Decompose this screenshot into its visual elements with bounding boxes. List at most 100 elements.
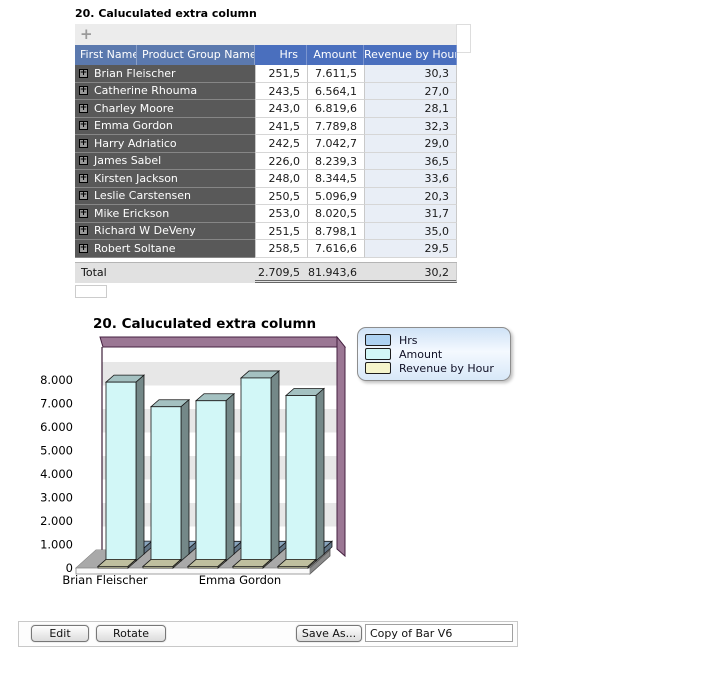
expand-row-icon[interactable]: + [79, 85, 88, 96]
table-row[interactable]: + Emma Gordon 241,5 7.789,8 32,3 [75, 117, 457, 135]
table-toolbar: + [75, 24, 457, 45]
row-name-label: Brian Fleischer [94, 66, 176, 80]
report-title: 20. Caluculated extra column [75, 7, 257, 20]
bar-chart-3d: 0 1.000 2.000 3.000 4.000 5.000 6.000 7.000 8.00… [40, 335, 347, 587]
chart-y-axis-labels: 0 1.000 2.000 3.000 4.000 5.000 6.000 7.000 8.00… [40, 373, 73, 575]
bar-side [315, 387, 325, 562]
expand-row-icon[interactable]: + [79, 242, 88, 253]
row-hrs-cell: 251,5 [255, 65, 307, 83]
legend-swatch [365, 348, 391, 360]
expand-row-icon[interactable]: + [79, 172, 88, 183]
row-hrs-cell: 241,5 [255, 117, 307, 135]
expand-row-icon[interactable]: + [79, 207, 88, 218]
table-row[interactable]: + Robert Soltane 258,5 7.616,6 29,5 [75, 240, 457, 258]
row-name-cell: + Leslie Carstensen [75, 187, 255, 205]
legend-label: Revenue by Hour [399, 361, 494, 375]
row-amount-cell: 6.564,1 [307, 82, 364, 100]
toolbar-corner-box [456, 24, 471, 53]
y-tick-label: 3.000 [40, 491, 73, 505]
row-amount-cell: 8.344,5 [307, 170, 364, 188]
row-name-cell: + Kirsten Jackson [75, 170, 255, 188]
table-body: + Brian Fleischer 251,5 7.611,5 30,3 + Catheri… [75, 65, 457, 258]
chart-name-input[interactable] [365, 624, 513, 642]
bar-front [195, 400, 227, 562]
expand-row-icon[interactable]: + [79, 190, 88, 201]
rotate-button[interactable]: Rotate [96, 625, 166, 642]
table-footer-box [75, 285, 107, 298]
bar-front [142, 565, 174, 569]
legend-label: Hrs [399, 333, 418, 347]
bar-side [135, 374, 145, 562]
expand-row-icon[interactable]: + [79, 225, 88, 236]
row-hrs-cell: 226,0 [255, 152, 307, 170]
row-name-label: Harry Adriatico [94, 136, 177, 150]
table-total-row: Total 2.709,5 81.943,6 30,2 [75, 262, 457, 283]
row-amount-cell: 8.798,1 [307, 222, 364, 240]
bar-front [285, 395, 317, 562]
total-revenue: 30,2 [364, 263, 457, 283]
table-row[interactable]: + Richard W DeVeny 251,5 8.798,1 35,0 [75, 222, 457, 240]
y-tick-label: 7.000 [40, 397, 73, 411]
expand-row-icon[interactable]: + [79, 137, 88, 148]
bar-side [180, 398, 190, 562]
row-amount-cell: 7.042,7 [307, 135, 364, 153]
bar-side [270, 370, 280, 562]
column-header-hrs[interactable]: Hrs [255, 45, 307, 65]
table-row[interactable]: + Charley Moore 243,0 6.819,6 28,1 [75, 100, 457, 118]
row-amount-cell: 8.239,3 [307, 152, 364, 170]
chart-title: 20. Caluculated extra column [93, 316, 317, 332]
table-row[interactable]: + Leslie Carstensen 250,5 5.096,9 20,3 [75, 187, 457, 205]
legend-item: Revenue by Hour [365, 361, 503, 375]
legend-item: Hrs [365, 333, 503, 347]
row-name-label: Leslie Carstensen [94, 189, 192, 203]
expand-row-icon[interactable]: + [79, 155, 88, 166]
row-revenue-cell: 31,7 [364, 205, 457, 223]
chart-x-axis-labels: Brian Fleischer Emma Gordon [62, 573, 281, 587]
row-name-label: Robert Soltane [94, 241, 176, 255]
chart-frame-top [99, 336, 347, 348]
column-header-amount[interactable]: Amount [307, 45, 364, 65]
legend-label: Amount [399, 347, 443, 361]
x-tick-label: Brian Fleischer [62, 573, 148, 587]
column-header-first-name[interactable]: First Name [75, 45, 137, 65]
bar-front [187, 565, 219, 569]
y-tick-label: 5.000 [40, 444, 73, 458]
add-icon[interactable]: + [80, 25, 93, 43]
row-name-label: Kirsten Jackson [94, 171, 178, 185]
table-row[interactable]: + James Sabel 226,0 8.239,3 36,5 [75, 152, 457, 170]
table-row[interactable]: + Catherine Rhouma 243,5 6.564,1 27,0 [75, 82, 457, 100]
legend-swatch [365, 362, 391, 374]
controls-bar: Edit Rotate Save As... [18, 621, 518, 647]
row-hrs-cell: 250,5 [255, 187, 307, 205]
y-tick-label: 0 [66, 561, 73, 575]
row-revenue-cell: 29,5 [364, 240, 457, 258]
row-name-cell: + Robert Soltane [75, 240, 255, 258]
row-amount-cell: 7.616,6 [307, 240, 364, 258]
y-tick-label: 8.000 [40, 373, 73, 387]
table-row[interactable]: + Kirsten Jackson 248,0 8.344,5 33,6 [75, 170, 457, 188]
row-hrs-cell: 243,5 [255, 82, 307, 100]
chart-frame-right [336, 335, 346, 558]
row-revenue-cell: 30,3 [364, 65, 457, 83]
column-header-revenue-by-hour[interactable]: Revenue by Hour [364, 45, 457, 65]
row-amount-cell: 5.096,9 [307, 187, 364, 205]
row-amount-cell: 6.819,6 [307, 100, 364, 118]
row-hrs-cell: 243,0 [255, 100, 307, 118]
edit-button[interactable]: Edit [31, 625, 89, 642]
total-hrs: 2.709,5 [255, 263, 307, 283]
bar-front [97, 565, 129, 569]
expand-row-icon[interactable]: + [79, 102, 88, 113]
table-row[interactable]: + Harry Adriatico 242,5 7.042,7 29,0 [75, 135, 457, 153]
row-revenue-cell: 33,6 [364, 170, 457, 188]
table-row[interactable]: + Brian Fleischer 251,5 7.611,5 30,3 [75, 65, 457, 83]
row-revenue-cell: 36,5 [364, 152, 457, 170]
x-tick-label: Emma Gordon [199, 573, 281, 587]
row-revenue-cell: 35,0 [364, 222, 457, 240]
row-hrs-cell: 253,0 [255, 205, 307, 223]
column-header-product-group[interactable]: Product Group Name [137, 45, 255, 65]
expand-row-icon[interactable]: + [79, 120, 88, 131]
expand-row-icon[interactable]: + [79, 67, 88, 78]
save-as-button[interactable]: Save As... [296, 625, 362, 642]
bar-side [225, 392, 235, 562]
table-row[interactable]: + Mike Erickson 253,0 8.020,5 31,7 [75, 205, 457, 223]
